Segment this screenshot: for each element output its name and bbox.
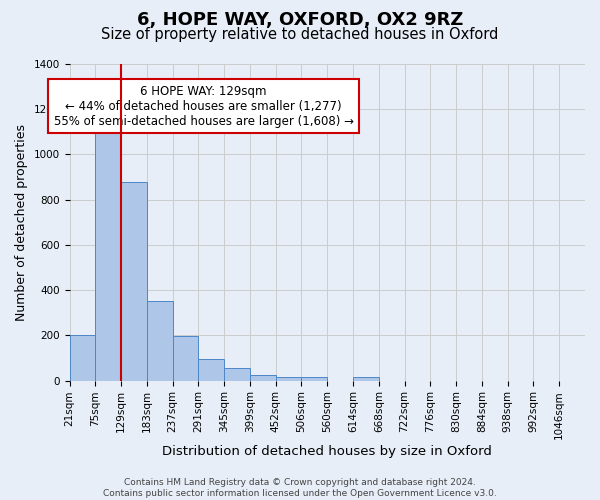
Text: 6 HOPE WAY: 129sqm
← 44% of detached houses are smaller (1,277)
55% of semi-deta: 6 HOPE WAY: 129sqm ← 44% of detached hou… <box>53 84 353 128</box>
X-axis label: Distribution of detached houses by size in Oxford: Distribution of detached houses by size … <box>163 444 492 458</box>
Bar <box>353 377 379 380</box>
Bar <box>276 377 301 380</box>
Bar <box>199 359 224 380</box>
Bar <box>95 128 121 380</box>
Bar <box>301 377 327 380</box>
Y-axis label: Number of detached properties: Number of detached properties <box>15 124 28 321</box>
Bar <box>173 336 199 380</box>
Bar <box>250 375 276 380</box>
Bar <box>224 368 250 380</box>
Text: Contains HM Land Registry data © Crown copyright and database right 2024.
Contai: Contains HM Land Registry data © Crown c… <box>103 478 497 498</box>
Text: Size of property relative to detached houses in Oxford: Size of property relative to detached ho… <box>101 28 499 42</box>
Bar <box>70 336 95 380</box>
Bar <box>121 182 147 380</box>
Text: 6, HOPE WAY, OXFORD, OX2 9RZ: 6, HOPE WAY, OXFORD, OX2 9RZ <box>137 12 463 30</box>
Bar <box>147 302 173 380</box>
